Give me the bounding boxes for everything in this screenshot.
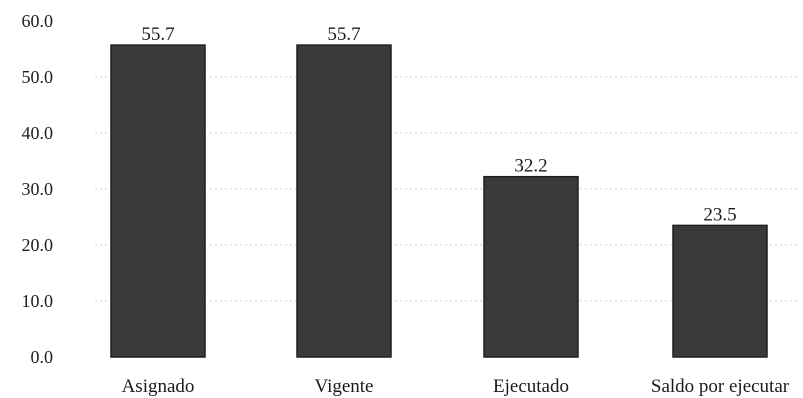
bar xyxy=(672,224,768,358)
y-axis-ticks: 0.0 10.0 20.0 30.0 40.0 50.0 60.0 xyxy=(22,11,54,367)
x-category-label: Vigente xyxy=(314,376,373,397)
bar xyxy=(483,175,579,358)
y-tick-label: 40.0 xyxy=(22,123,54,143)
bar-value-label: 32.2 xyxy=(514,156,547,177)
y-tick-label: 20.0 xyxy=(22,235,54,255)
bar xyxy=(296,44,392,358)
bars xyxy=(110,44,768,358)
x-category-label: Ejecutado xyxy=(493,376,569,397)
x-category-label: Asignado xyxy=(122,376,195,397)
bar-value-label: 55.7 xyxy=(327,24,360,45)
bar-value-label: 55.7 xyxy=(141,24,174,45)
y-tick-label: 60.0 xyxy=(22,11,54,31)
x-category-label: Saldo por ejecutar xyxy=(651,376,790,397)
bar-value-label: 23.5 xyxy=(703,204,736,225)
y-tick-label: 30.0 xyxy=(22,179,54,199)
bar xyxy=(110,44,206,358)
y-tick-label: 0.0 xyxy=(31,347,54,367)
x-axis-categories: Asignado Vigente Ejecutado Saldo por ejecut… xyxy=(122,376,790,397)
y-tick-label: 50.0 xyxy=(22,67,54,87)
data-labels: 55.7 55.7 32.2 23.5 xyxy=(141,24,736,225)
y-tick-label: 10.0 xyxy=(22,291,54,311)
